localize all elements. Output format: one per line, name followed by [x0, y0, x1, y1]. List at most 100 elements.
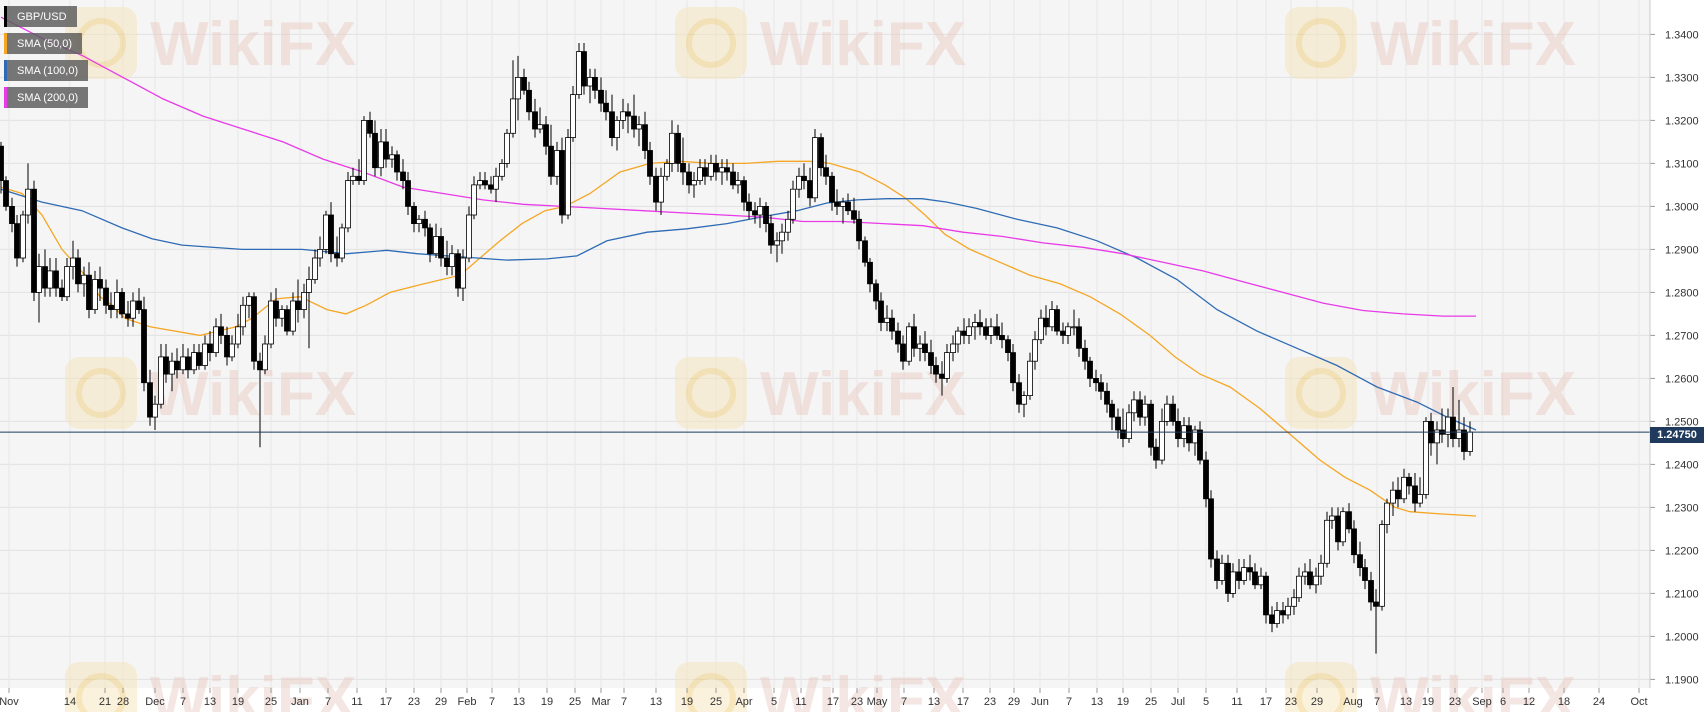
candle: [1384, 498, 1390, 534]
candle: [900, 335, 906, 370]
candle-body: [994, 326, 1000, 336]
candle-body: [1175, 420, 1181, 439]
candle-body: [702, 167, 708, 177]
candle-body: [1434, 429, 1440, 444]
candle: [801, 163, 807, 190]
x-tick-label: 19: [1117, 696, 1129, 708]
candle: [878, 292, 884, 332]
candle-body: [180, 356, 186, 371]
candle: [537, 107, 543, 134]
x-tick-label: 11: [1231, 696, 1242, 708]
legend-item-symbol[interactable]: GBP/USD: [4, 6, 77, 27]
candle: [1252, 563, 1258, 590]
legend-item-sma100[interactable]: SMA (100,0): [4, 60, 89, 81]
candle-body: [235, 326, 241, 345]
candle: [466, 206, 472, 263]
x-tick-label: 18: [1558, 696, 1570, 708]
candle-body: [1340, 511, 1346, 543]
candle-body: [499, 162, 505, 177]
candle: [950, 335, 956, 362]
candle-body: [92, 279, 98, 311]
candle-body: [801, 175, 807, 182]
candle: [730, 163, 736, 190]
candle: [202, 335, 208, 370]
candle-body: [1269, 614, 1275, 624]
candle-body: [488, 184, 494, 190]
candle: [312, 249, 318, 284]
candle-body: [3, 180, 9, 207]
candle-body: [97, 279, 103, 289]
candle-body: [218, 326, 224, 336]
candle-body: [1291, 597, 1297, 607]
candle: [834, 189, 840, 215]
x-tick-label: 17: [1260, 696, 1272, 708]
candle-body: [1302, 571, 1308, 577]
candle-body: [1153, 446, 1159, 461]
candle: [1263, 571, 1269, 624]
y-tick-label: 1.2400: [1665, 459, 1699, 471]
candle-body: [823, 167, 829, 177]
candle-body: [224, 334, 230, 358]
candle-body: [9, 205, 15, 224]
candle-body: [411, 205, 417, 224]
candle-body: [763, 205, 769, 224]
x-tick-label: 25: [265, 696, 277, 708]
candle-body: [1384, 502, 1390, 526]
candle-body: [284, 309, 290, 332]
candle-body: [950, 343, 956, 353]
svg-text:WikiFX: WikiFX: [760, 665, 966, 712]
candle-body: [1357, 554, 1363, 569]
legend-item-sma200[interactable]: SMA (200,0): [4, 87, 89, 108]
candle: [510, 60, 516, 138]
candle-body: [658, 175, 664, 203]
candle-body: [1296, 575, 1302, 599]
candle: [1186, 417, 1192, 452]
candle-body: [790, 188, 796, 220]
candle-body: [136, 300, 142, 311]
candle-body: [917, 343, 923, 349]
candle-body: [279, 309, 285, 319]
candle: [851, 197, 857, 224]
candle-body: [1054, 309, 1060, 332]
candle-body: [389, 154, 395, 160]
candle-body: [1197, 429, 1203, 461]
candle-body: [944, 352, 950, 379]
candle: [647, 141, 653, 185]
candle-body: [504, 132, 510, 164]
candle-body: [1076, 326, 1082, 349]
x-tick-label: 23: [851, 696, 863, 708]
candle: [504, 129, 510, 168]
candle-body: [422, 218, 428, 229]
candle-body: [620, 111, 626, 121]
candle: [9, 197, 15, 233]
candle: [664, 159, 670, 181]
x-tick-label: 17: [957, 696, 969, 708]
candle: [499, 159, 505, 181]
candle-body: [906, 326, 912, 362]
candle-body: [1120, 429, 1126, 439]
candle-body: [1082, 347, 1088, 362]
candle-body: [356, 175, 362, 182]
candle: [196, 344, 202, 370]
candle: [598, 77, 604, 112]
candle-body: [1071, 326, 1077, 329]
candle-body: [1307, 571, 1313, 586]
legend-item-sma50[interactable]: SMA (50,0): [4, 33, 83, 54]
candle: [152, 395, 158, 430]
candle: [1219, 554, 1225, 585]
candle-body: [807, 180, 813, 199]
candle-body: [169, 360, 175, 375]
candle: [262, 335, 268, 375]
candle-body: [433, 236, 439, 255]
watermark: WikiFX: [1285, 662, 1576, 717]
candle-body: [196, 352, 202, 366]
candle-body: [1093, 377, 1099, 384]
legend-label: GBP/USD: [17, 10, 67, 23]
candle-body: [1335, 515, 1341, 543]
candle-body: [603, 102, 609, 113]
candle: [405, 172, 411, 215]
candle-body: [1027, 360, 1033, 397]
y-tick-label: 1.2900: [1665, 244, 1699, 256]
candle-body: [730, 171, 736, 186]
price-axis-background: [1650, 0, 1707, 712]
